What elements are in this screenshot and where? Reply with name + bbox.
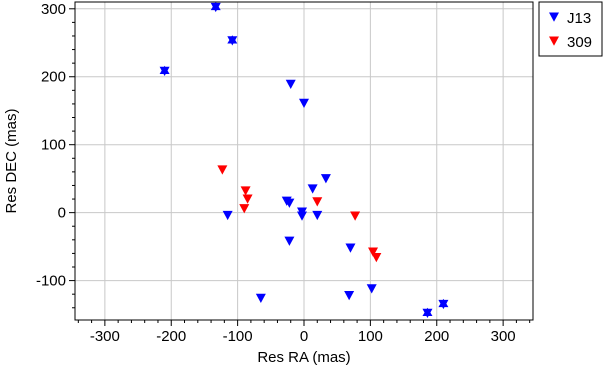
marker-triangle-down — [242, 194, 253, 204]
grid-lines — [75, 2, 533, 320]
legend-box — [538, 1, 603, 57]
data-point-j13 — [285, 79, 296, 89]
data-point-j13 — [284, 198, 295, 208]
data-point-309 — [371, 252, 382, 263]
marker-triangle-up — [227, 35, 238, 44]
legend-marker-309 — [549, 36, 559, 46]
data-point-j13 — [227, 35, 238, 46]
x-tick-label: 0 — [300, 328, 308, 345]
marker-triangle-down — [299, 98, 309, 108]
legend-marker-j13 — [549, 12, 559, 22]
data-point-309 — [239, 204, 250, 214]
marker-triangle-down — [345, 243, 356, 253]
data-point-309 — [240, 186, 251, 196]
data-point-j13 — [366, 284, 377, 294]
marker-triangle-up — [159, 65, 170, 75]
data-point-j13 — [320, 174, 331, 184]
data-point-j13 — [312, 210, 323, 221]
data-points — [159, 1, 449, 318]
x-axis-ticks: -300 -200 -100 0 100 200 300 — [77, 320, 531, 345]
marker-triangle-down — [368, 247, 379, 257]
legend-label-309: 309 — [567, 34, 592, 51]
data-point-j13 — [284, 236, 295, 246]
data-point-j13 — [438, 298, 449, 310]
y-axis-ticks: -100 0 100 200 300 — [36, 1, 75, 309]
x-axis-label: Res RA (mas) — [257, 349, 350, 366]
marker-triangle-down — [239, 204, 250, 214]
y-tick-label: 100 — [41, 137, 66, 154]
y-tick-label: 0 — [58, 205, 66, 222]
marker-triangle-down — [350, 211, 361, 221]
y-tick-label: -100 — [36, 273, 66, 290]
x-tick-label: 200 — [424, 328, 449, 345]
data-point-j13 — [345, 243, 356, 253]
x-tick-label: 300 — [491, 328, 516, 345]
plot-frame — [74, 1, 534, 321]
marker-triangle-down — [307, 184, 318, 194]
y-axis-label: Res DEC (mas) — [3, 108, 20, 213]
marker-triangle-down — [297, 211, 308, 221]
data-point-j13 — [307, 184, 318, 194]
data-point-309 — [368, 247, 379, 257]
marker-triangle-up — [438, 298, 449, 308]
legend-label-j13: J13 — [567, 10, 591, 27]
marker-triangle-down — [285, 79, 296, 89]
marker-triangle-up — [210, 1, 221, 11]
marker-triangle-down — [344, 291, 355, 301]
marker-triangle-down — [312, 197, 323, 207]
data-point-309 — [217, 165, 228, 175]
data-point-j13 — [299, 98, 309, 108]
data-point-j13 — [297, 211, 308, 221]
data-point-309 — [242, 194, 253, 204]
marker-triangle-down — [284, 198, 295, 208]
marker-triangle-down — [371, 252, 382, 263]
data-point-j13 — [222, 210, 233, 221]
x-tick-label: -300 — [90, 328, 120, 345]
marker-triangle-down — [255, 293, 266, 304]
data-point-j13 — [344, 291, 355, 301]
data-point-j13 — [255, 293, 266, 304]
marker-triangle-up — [422, 307, 433, 316]
y-tick-label: 300 — [41, 1, 66, 18]
marker-triangle-down — [366, 284, 377, 294]
y-tick-label: 200 — [41, 69, 66, 86]
x-tick-label: -200 — [156, 328, 186, 345]
data-point-j13 — [159, 65, 170, 77]
x-tick-label: -100 — [223, 328, 253, 345]
marker-triangle-down — [312, 210, 323, 221]
data-point-309 — [312, 197, 323, 207]
data-point-j13 — [210, 1, 221, 13]
data-point-309 — [350, 211, 361, 221]
marker-triangle-down — [240, 186, 251, 196]
marker-triangle-down — [284, 236, 295, 246]
data-point-j13 — [422, 307, 433, 318]
marker-triangle-down — [222, 210, 233, 221]
x-tick-label: 100 — [358, 328, 383, 345]
marker-triangle-down — [320, 174, 331, 184]
marker-triangle-down — [217, 165, 228, 175]
